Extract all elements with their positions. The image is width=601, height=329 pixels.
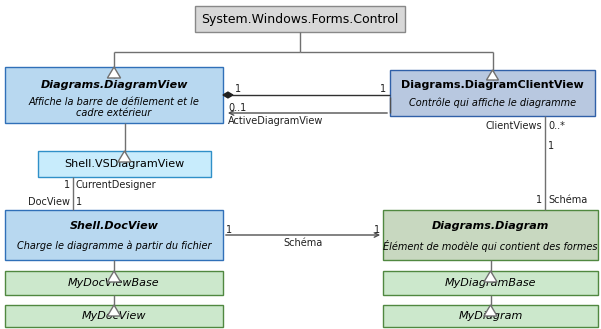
Text: Schéma: Schéma <box>284 238 323 248</box>
FancyBboxPatch shape <box>383 305 598 327</box>
FancyBboxPatch shape <box>5 67 223 123</box>
Polygon shape <box>484 271 497 282</box>
Polygon shape <box>108 305 121 316</box>
FancyBboxPatch shape <box>195 6 405 32</box>
FancyBboxPatch shape <box>383 210 598 260</box>
Text: 1: 1 <box>76 197 82 207</box>
Polygon shape <box>108 67 121 78</box>
Text: Shell.DocView: Shell.DocView <box>70 221 159 231</box>
Text: 1: 1 <box>374 225 380 235</box>
Text: 1: 1 <box>64 180 70 190</box>
Text: MyDocViewBase: MyDocViewBase <box>68 278 160 288</box>
Text: Diagrams.DiagramClientView: Diagrams.DiagramClientView <box>401 80 584 90</box>
Text: System.Windows.Forms.Control: System.Windows.Forms.Control <box>201 13 398 26</box>
Text: 0..1: 0..1 <box>228 103 246 113</box>
Text: 1: 1 <box>235 84 241 94</box>
Text: MyDocView: MyDocView <box>82 311 146 321</box>
Polygon shape <box>223 92 233 98</box>
Text: ClientViews: ClientViews <box>486 121 542 131</box>
Text: Charge le diagramme à partir du fichier: Charge le diagramme à partir du fichier <box>17 241 211 251</box>
Polygon shape <box>486 70 498 80</box>
FancyBboxPatch shape <box>5 305 223 327</box>
Text: ActiveDiagramView: ActiveDiagramView <box>228 116 323 126</box>
Text: Schéma: Schéma <box>548 195 587 205</box>
Text: 1: 1 <box>380 84 386 94</box>
Text: 1: 1 <box>226 225 232 235</box>
FancyBboxPatch shape <box>390 70 595 116</box>
Text: MyDiagram: MyDiagram <box>459 311 523 321</box>
FancyBboxPatch shape <box>5 271 223 295</box>
Polygon shape <box>484 305 497 316</box>
Polygon shape <box>108 271 121 282</box>
FancyBboxPatch shape <box>383 271 598 295</box>
Text: CurrentDesigner: CurrentDesigner <box>76 180 157 190</box>
Text: DocView: DocView <box>28 197 70 207</box>
Text: Shell.VSDiagramView: Shell.VSDiagramView <box>64 159 185 169</box>
Text: Affiche la barre de défilement et le
cadre extérieur: Affiche la barre de défilement et le cad… <box>29 96 200 118</box>
Text: 0..*: 0..* <box>548 121 565 131</box>
Text: 1: 1 <box>548 141 554 151</box>
Polygon shape <box>118 151 131 162</box>
Text: Élément de modèle qui contient des formes: Élément de modèle qui contient des forme… <box>383 240 598 252</box>
Text: MyDiagramBase: MyDiagramBase <box>445 278 536 288</box>
Text: Diagrams.Diagram: Diagrams.Diagram <box>432 221 549 231</box>
FancyBboxPatch shape <box>5 210 223 260</box>
FancyBboxPatch shape <box>38 151 211 177</box>
Text: Contrôle qui affiche le diagramme: Contrôle qui affiche le diagramme <box>409 98 576 108</box>
Text: 1: 1 <box>536 195 542 205</box>
Text: Diagrams.DiagramView: Diagrams.DiagramView <box>40 80 188 90</box>
